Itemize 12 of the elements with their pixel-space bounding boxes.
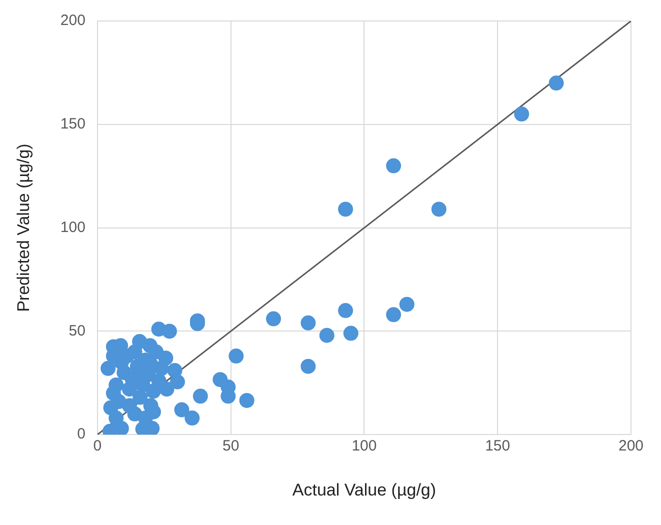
y-tick-label: 100 (60, 218, 86, 236)
y-axis-title: Predicted Value (µg/g) (14, 144, 33, 312)
x-tick-label: 0 (93, 438, 102, 455)
y-tick-label: 0 (77, 426, 86, 443)
x-tick-label: 150 (485, 438, 510, 455)
x-tick-label: 50 (222, 438, 240, 455)
y-tick-label: 50 (68, 322, 86, 340)
x-tick-label: 100 (352, 438, 377, 455)
y-tick-label: 200 (60, 12, 86, 30)
y-tick-label: 150 (60, 116, 86, 133)
x-tick-label: 200 (618, 438, 644, 455)
x-axis-title: Actual Value (µg/g) (292, 480, 436, 500)
